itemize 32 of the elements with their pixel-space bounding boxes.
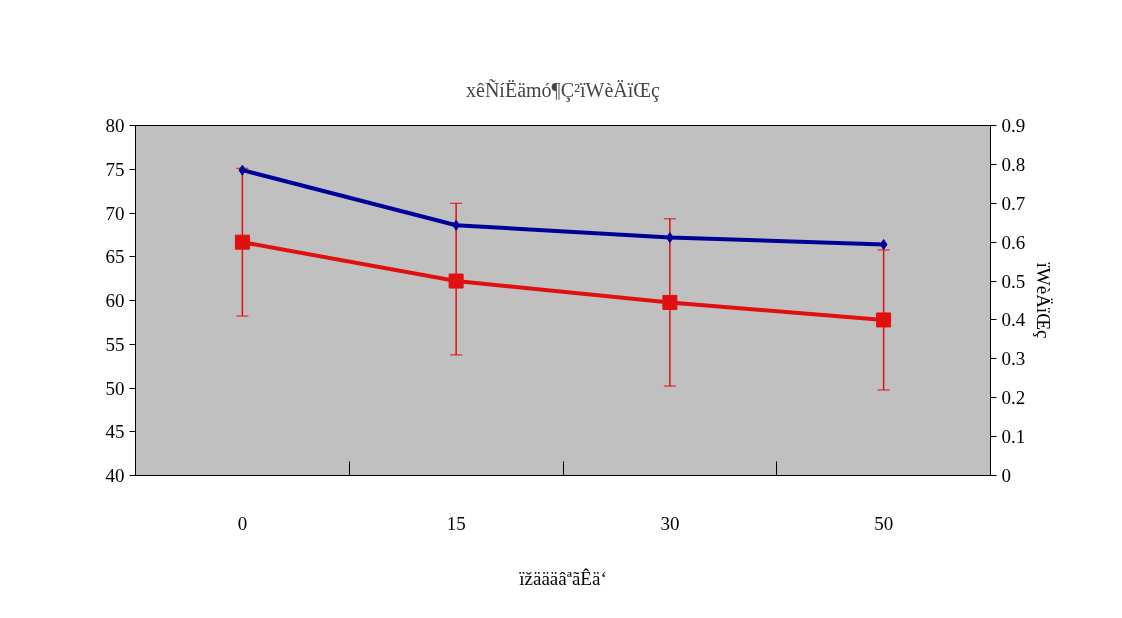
x-tick-label: 30 <box>660 512 680 534</box>
point <box>238 164 247 176</box>
y-tick-label: 75 <box>105 158 125 180</box>
y-tick-label: 70 <box>105 202 125 224</box>
x-axis-title: ïžäääâªãÊä‘ <box>518 567 607 589</box>
y-tick-label: 65 <box>105 246 125 268</box>
y2-axis-title: ïWèÄïŒç <box>1033 261 1055 339</box>
y2-tick-label: 0.7 <box>1001 192 1026 214</box>
x-tick-label: 15 <box>446 512 466 534</box>
y-tick-label: 40 <box>105 465 125 486</box>
y-tick-label: 80 <box>105 115 125 136</box>
y-tick-label: 45 <box>105 421 125 443</box>
point <box>234 234 250 250</box>
y2-tick-label: 0 <box>1001 465 1011 486</box>
y2-tick-label: 0.4 <box>1001 309 1026 331</box>
y2-tick-label: 0.1 <box>1001 426 1026 448</box>
y-tick-label: 55 <box>105 333 125 355</box>
chart-title: xêÑíËämó¶Ç²ïWèÄïŒç <box>466 77 661 102</box>
y2-tick-label: 0.6 <box>1001 231 1026 253</box>
y2-tick-label: 0.3 <box>1001 348 1026 370</box>
point <box>662 294 678 310</box>
point <box>666 232 674 243</box>
y-tick-label: 50 <box>105 377 125 399</box>
y-tick-label: 60 <box>105 290 125 311</box>
y2-tick-label: 0.2 <box>1001 387 1026 409</box>
point <box>876 312 892 328</box>
x-tick-label: 50 <box>874 512 894 534</box>
y2-tick-label: 0.9 <box>1001 115 1026 136</box>
y2-tick-label: 0.8 <box>1001 153 1026 175</box>
y2-tick-label: 0.5 <box>1001 270 1026 292</box>
point <box>448 273 464 289</box>
x-tick-label: 0 <box>237 512 248 534</box>
